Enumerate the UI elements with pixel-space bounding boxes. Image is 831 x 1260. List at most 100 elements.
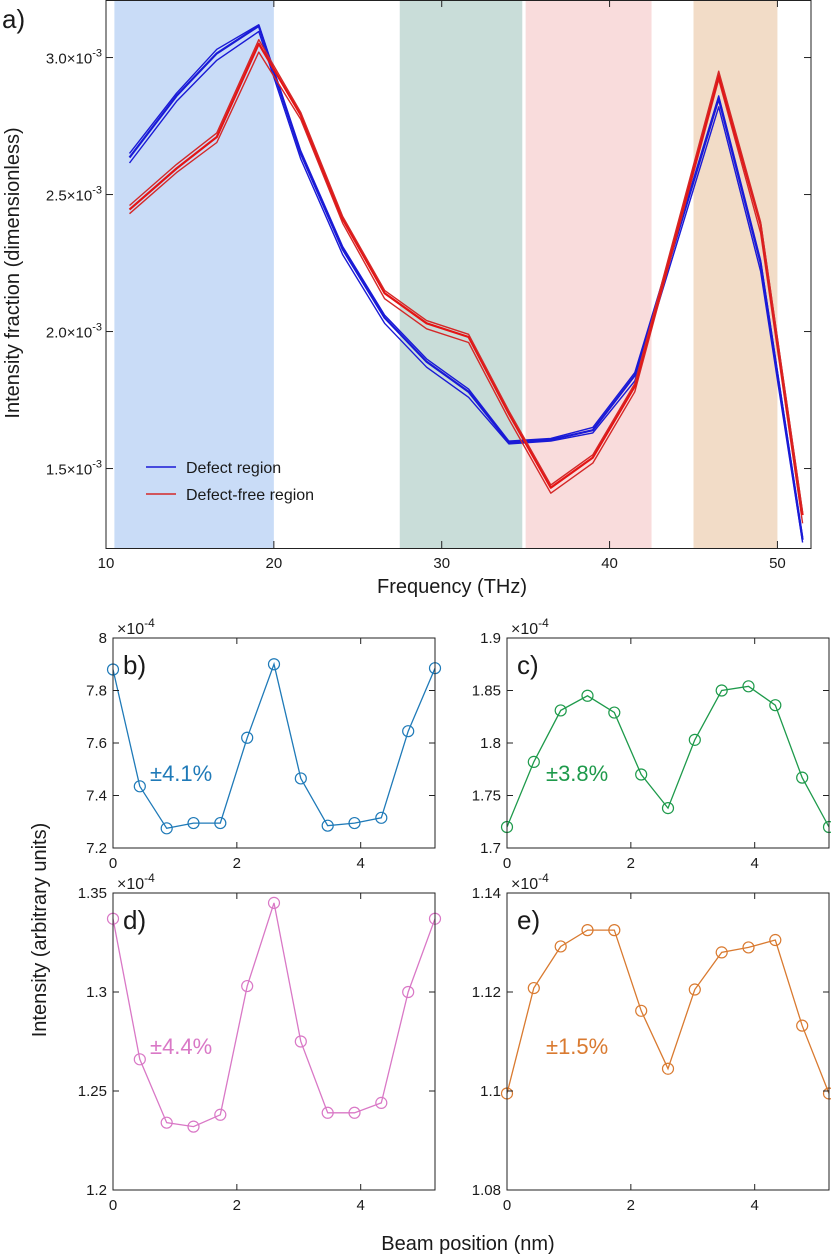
variation-annotation: ±3.8%: [546, 761, 608, 786]
x-tick-label: 50: [769, 555, 786, 572]
data-point: [214, 816, 227, 830]
x-tick-label: 2: [233, 855, 241, 872]
y-tick-label: 1.7: [480, 840, 501, 857]
frequency-bands: [114, 0, 778, 548]
data-point: [160, 1116, 173, 1129]
panel-label: b): [123, 650, 146, 680]
data-point: [133, 780, 146, 793]
data-point: [769, 933, 782, 947]
panel-frame: [112, 892, 436, 1191]
x-tick-label: 40: [601, 555, 618, 572]
x-tick-label: 4: [357, 1197, 365, 1214]
data-point: [187, 816, 200, 830]
data-point: [375, 1096, 388, 1109]
data-line: [506, 685, 830, 828]
x-tick-label: 4: [357, 855, 365, 872]
data-point: [554, 704, 567, 717]
defect-free-line-5: [129, 39, 804, 513]
panel-c: 0 2 4 1.7 1.75 1.8 1.85 1.9 ×10-4 c) ±3.8%: [472, 616, 831, 872]
data-point: [267, 658, 281, 671]
data-point: [715, 946, 728, 959]
axis-exponent: ×10-4: [511, 871, 549, 893]
band-d: [525, 0, 652, 548]
y-tick-label: 1.3: [86, 984, 107, 1001]
data-point: [348, 816, 361, 830]
variation-annotation: ±1.5%: [546, 1034, 608, 1059]
data-point: [348, 1106, 361, 1119]
data-point: [688, 983, 701, 996]
x-tick-label: 0: [503, 855, 511, 872]
x-tick-label: 2: [233, 1197, 241, 1214]
data-point: [375, 811, 388, 824]
y-tick-label: 7.4: [86, 788, 107, 805]
band-c: [399, 0, 523, 548]
y-tick-label: 3.0×10-3: [46, 48, 102, 68]
defect-free-line-4: [128, 42, 804, 516]
data-point: [608, 924, 621, 937]
panel-d: 0 2 4 1.2 1.25 1.3 1.35 ×10-4 d) ±4.4%: [78, 871, 442, 1214]
y-tick-label: 2.5×10-3: [46, 185, 102, 205]
band-b: [114, 0, 274, 548]
x-tick-label: 30: [433, 555, 450, 572]
defect-line-1: [128, 30, 804, 543]
data-point: [267, 896, 281, 910]
panel-frame: [506, 892, 830, 1191]
panel-a-frame: [105, 0, 812, 549]
axis-exponent: ×10-4: [511, 616, 549, 638]
x-tick-label: 0: [109, 1197, 117, 1214]
y-tick-label: 1.85: [472, 683, 501, 700]
variation-annotation: ±4.4%: [150, 1034, 212, 1059]
data-point: [742, 680, 755, 693]
data-point: [796, 1019, 809, 1032]
y-tick-label: 7.8: [86, 683, 107, 700]
x-tick-label: 20: [266, 555, 283, 572]
x-tick-label: 0: [503, 1197, 511, 1214]
data-point: [241, 979, 254, 993]
data-point: [241, 731, 254, 744]
data-point: [581, 689, 594, 702]
beam-position-panels: 0 2 4 7.2 7.4 7.6 7.8 8 ×10-4 b) ±4.1% 0 2 4 1.7 1.75 1.…: [78, 616, 831, 1214]
axis-exponent: ×10-4: [117, 616, 155, 638]
x-tick-label: 10: [98, 555, 115, 572]
legend-entry-defect-free: Defect-free region: [186, 487, 314, 504]
data-point: [321, 1106, 334, 1119]
data-point: [294, 1035, 307, 1048]
data-point: [214, 1108, 227, 1121]
data-point: [796, 771, 809, 784]
x-tick-label: 4: [751, 1197, 759, 1214]
panel-e: 0 2 4 1.08 1.1 1.12 1.14 ×10-4 e) ±1.5%: [472, 871, 831, 1214]
shared-ylabel: Intensity (arbitrary units): [29, 823, 51, 1038]
y-tick-label: 1.1: [480, 1083, 501, 1100]
defect-free-line-3: [129, 51, 804, 524]
spectrum-lines: [128, 24, 804, 543]
panel-a-ticks: 10 20 30 40 50 1.5×10-3 2.0×10-3 2.5×10-3 3.0×10…: [46, 0, 811, 572]
data-point: [527, 981, 540, 995]
panel-b: 0 2 4 7.2 7.4 7.6 7.8 8 ×10-4 b) ±4.1%: [86, 616, 442, 872]
y-tick-label: 7.6: [86, 735, 107, 752]
y-tick-label: 1.35: [78, 885, 107, 902]
x-tick-label: 2: [627, 855, 635, 872]
x-tick-label: 0: [109, 855, 117, 872]
variation-annotation: ±4.1%: [150, 761, 212, 786]
data-point: [187, 1120, 200, 1133]
panel-label: e): [517, 905, 540, 935]
band-e: [693, 0, 778, 548]
data-point: [635, 768, 648, 781]
data-point: [321, 819, 334, 832]
shared-xlabel: Beam position (nm): [381, 1233, 554, 1255]
data-point: [608, 706, 621, 719]
data-line: [112, 902, 436, 1128]
y-tick-label: 8: [99, 630, 107, 647]
panel-a-label: a): [2, 4, 25, 34]
panel-a: 10 20 30 40 50 1.5×10-3 2.0×10-3 2.5×10-3 3.0×10…: [2, 0, 812, 598]
panel-label: d): [123, 905, 146, 935]
y-tick-label: 1.25: [78, 1083, 107, 1100]
data-point: [160, 822, 173, 835]
y-tick-label: 1.5×10-3: [46, 459, 102, 479]
panel-frame: [506, 637, 830, 849]
x-tick-label: 2: [627, 1197, 635, 1214]
y-tick-label: 2.0×10-3: [46, 322, 102, 342]
data-point: [402, 725, 415, 738]
data-point: [769, 699, 782, 712]
